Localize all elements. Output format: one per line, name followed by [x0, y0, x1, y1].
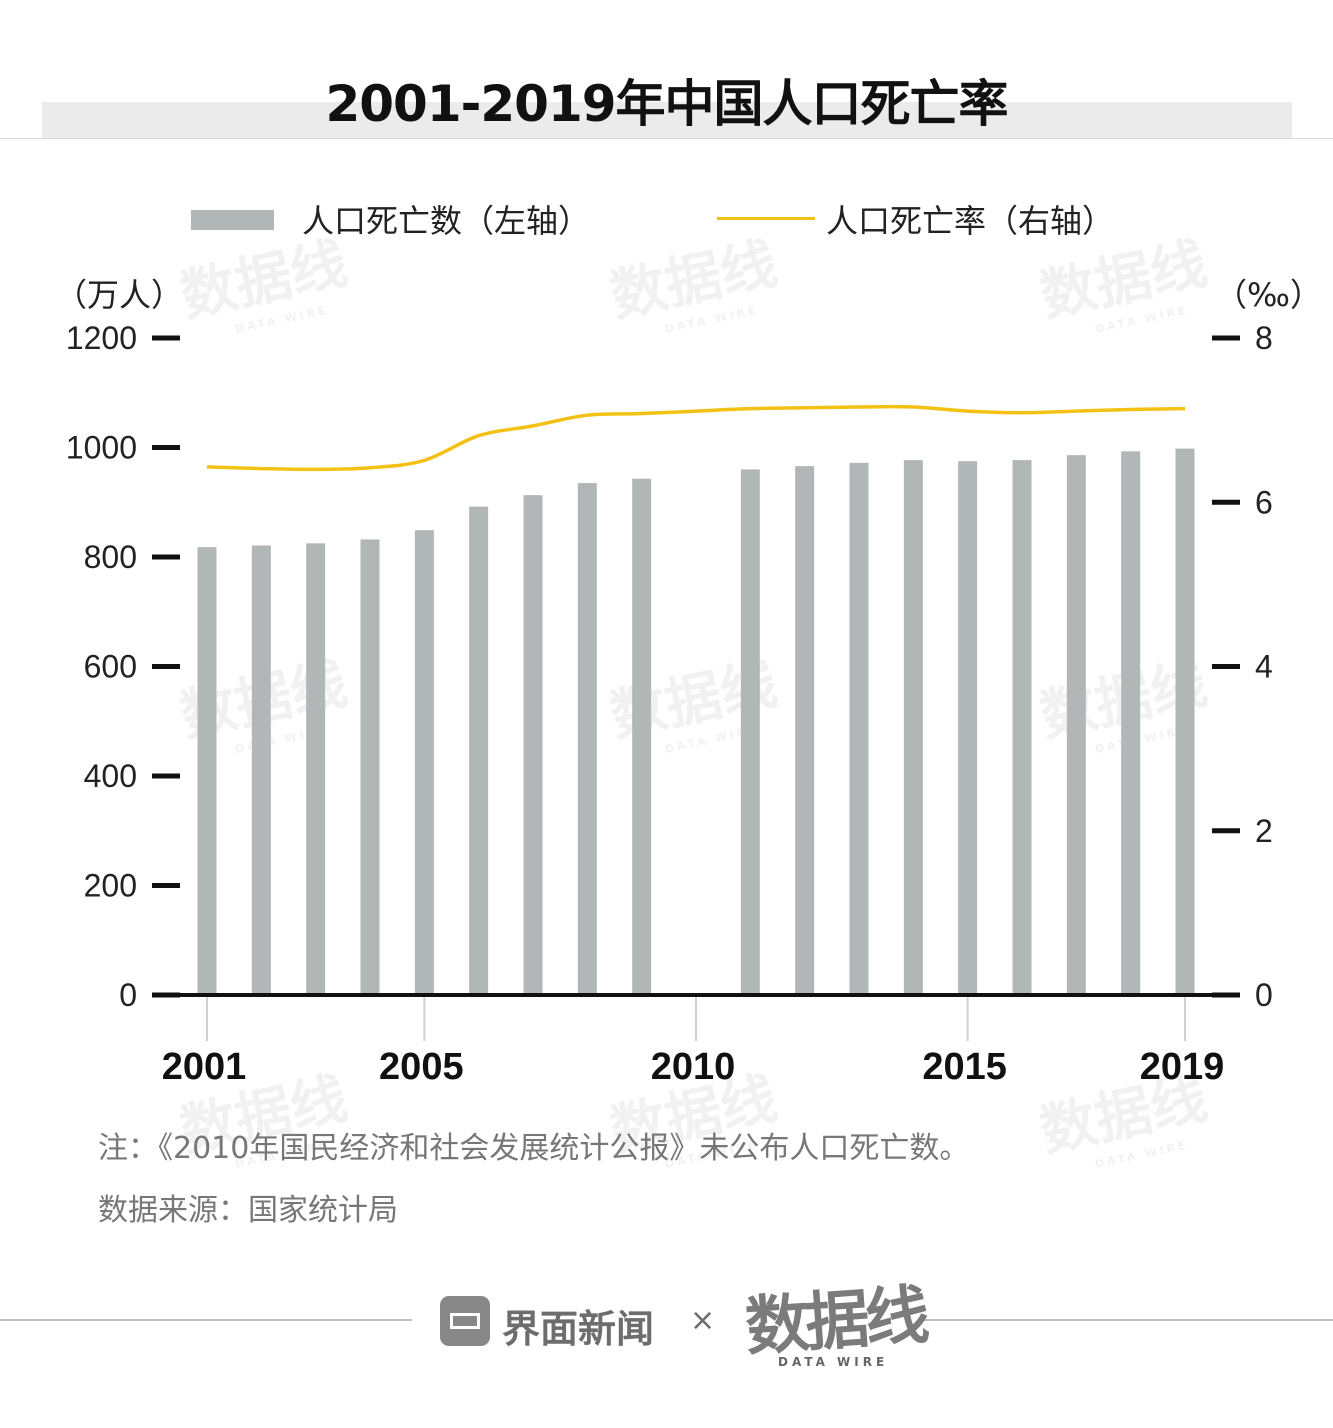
left-axis-tick-label: 800 [84, 539, 137, 575]
times-sign: × [690, 1303, 716, 1338]
left-axis-tick-label: 400 [84, 758, 137, 794]
bar [958, 461, 978, 995]
title-rule [0, 138, 1333, 139]
footer-rule-right [920, 1319, 1333, 1321]
legend-bar-label: 人口死亡数（左轴） [302, 202, 591, 240]
left-axis-tick-label: 0 [119, 977, 137, 1013]
line-layer [206, 404, 1186, 472]
jiemian-logo-icon [440, 1296, 490, 1346]
bar [795, 466, 815, 995]
right-axis-tick-label: 6 [1255, 484, 1273, 520]
x-axis-tick-label: 2010 [651, 1046, 736, 1088]
bar [577, 483, 597, 995]
datawire-logo: 数据线 [743, 1278, 928, 1366]
datawire-logo-sub: DATA WIRE [778, 1355, 889, 1369]
right-axis-unit: （‰） [1215, 276, 1322, 314]
bar [1121, 451, 1141, 995]
legend-line-swatch [717, 217, 815, 220]
bars-layer [197, 448, 1195, 996]
bar [360, 539, 380, 995]
bar [414, 530, 434, 995]
right-axis-tick-label: 8 [1255, 320, 1273, 356]
right-axis-tick-label: 4 [1255, 649, 1273, 685]
legend-line-label: 人口死亡率（右轴） [826, 202, 1115, 240]
left-axis-tick-label: 1000 [66, 430, 137, 466]
bar [740, 469, 760, 995]
data-source: 数据来源：国家统计局 [98, 1193, 398, 1228]
legend-bar-swatch [191, 210, 274, 230]
axes-layer: 0 200 400 600 800 1000 1200 0 2 4 6 8 2001 2005 2010 20… [66, 320, 1273, 1088]
bar [306, 543, 326, 995]
chart-title: 2001-2019年中国人口死亡率 [325, 75, 1008, 133]
bar [523, 495, 543, 995]
death-rate-line [206, 404, 1186, 472]
bar [632, 478, 652, 995]
right-axis-tick-label: 0 [1255, 977, 1273, 1013]
brand-name: 界面新闻 [502, 1307, 655, 1351]
bar [469, 506, 489, 995]
left-axis-tick-label: 200 [84, 868, 137, 904]
left-axis-tick-label: 600 [84, 649, 137, 685]
footer-rule-left [0, 1319, 412, 1321]
bar [1066, 455, 1086, 995]
right-axis-tick-label: 2 [1255, 813, 1273, 849]
bar [251, 545, 271, 995]
title-band [42, 102, 1292, 138]
bar [197, 547, 217, 995]
left-axis-tick-label: 1200 [66, 320, 137, 356]
bar [849, 462, 869, 996]
bar [903, 460, 923, 995]
x-axis-tick-label: 2001 [162, 1046, 247, 1088]
bar [1012, 460, 1032, 995]
left-axis-unit: （万人） [55, 276, 184, 314]
x-axis-tick-label: 2005 [379, 1046, 464, 1088]
bar [1175, 448, 1195, 996]
x-axis-tick-label: 2015 [922, 1046, 1007, 1088]
chart-note: 注：《2010年国民经济和社会发展统计公报》未公布人口死亡数。 [98, 1131, 970, 1166]
x-axis-tick-label: 2019 [1140, 1046, 1225, 1088]
